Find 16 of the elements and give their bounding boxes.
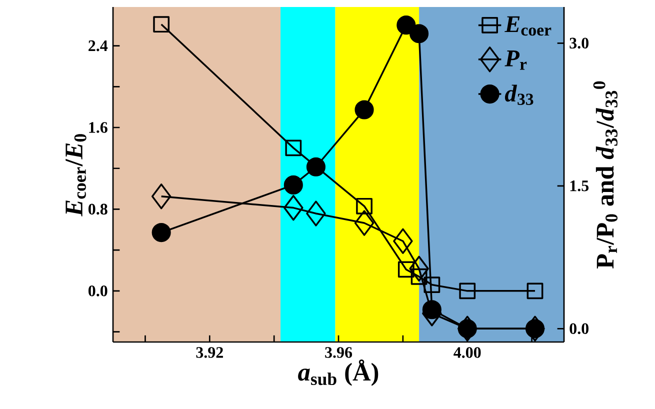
- y-tick-label: 0.0: [88, 285, 108, 296]
- y-tick-label: 2.4: [88, 40, 108, 52]
- x-tick-label: 3.92: [196, 347, 223, 358]
- legend-label: d$_{33}$: [504, 84, 534, 105]
- x-tick-label: 4.00: [454, 347, 481, 358]
- legend-label: E$_{coer}$: [504, 16, 552, 36]
- legend-label: P$_{r}$: [504, 50, 527, 70]
- y-tick-label: 1.6: [89, 122, 108, 133]
- y2-tick-label: 3.0: [570, 38, 588, 49]
- y2-tick-label: 0.0: [570, 323, 588, 334]
- x-axis-title: a$_{sub}$ (Å): [298, 360, 378, 386]
- x-tick-label: 3.96: [325, 347, 352, 358]
- text: P$_{r}$/P$_{0}$ and d$_{33}$/d$_{33}$0: [593, 81, 618, 268]
- y-tick-label: 0.8: [88, 204, 108, 215]
- y-axis-title: E$_{coer}$/E$_{0}$: [66, 134, 86, 216]
- y2-tick-label: 1.5: [570, 180, 589, 192]
